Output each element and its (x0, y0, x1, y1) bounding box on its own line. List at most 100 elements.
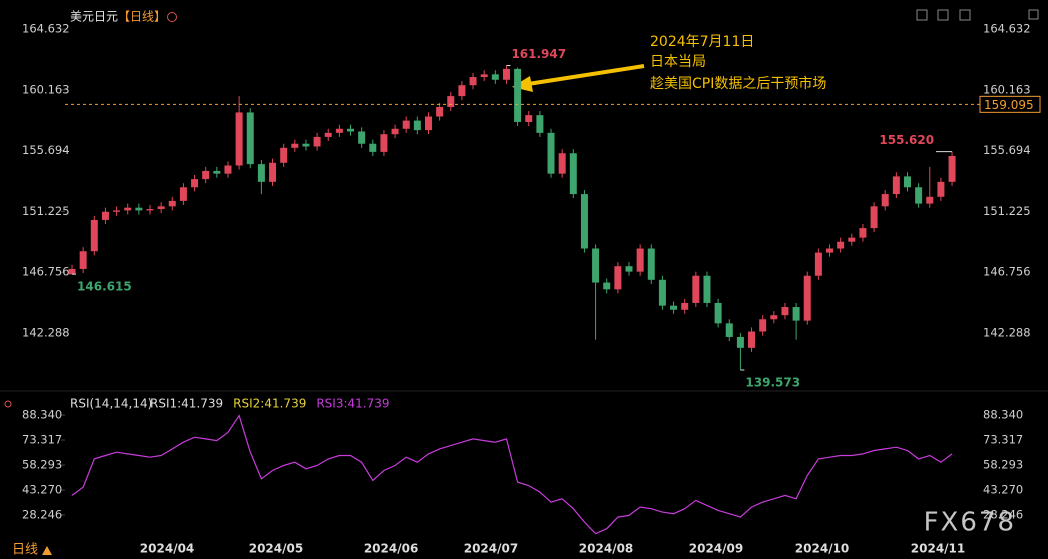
candle-body (101, 211, 109, 220)
x-tick-label: 2024/04 (140, 542, 194, 556)
candle-body (592, 248, 600, 283)
period-label[interactable]: 日线 (12, 543, 38, 558)
current-price-box (979, 95, 1041, 113)
candle-body (280, 147, 288, 163)
candle-body (736, 336, 744, 348)
candle-body (424, 116, 432, 131)
candle-body (848, 237, 856, 242)
candle-body (814, 252, 822, 276)
y-tick-label-right: 151.225 (983, 204, 1031, 218)
watermark: FX678 (924, 508, 1016, 538)
candle-body (525, 115, 533, 122)
candle-body (302, 143, 310, 147)
candle-body (892, 176, 900, 195)
y-tick-label: 164.632 (22, 21, 70, 35)
candle-body (826, 248, 834, 253)
candle-body (146, 209, 154, 211)
candle-body (948, 155, 956, 182)
candle-body (915, 187, 923, 204)
legend-entry: RSI1:41.739 (150, 397, 223, 411)
extreme-label: 139.573 (745, 375, 800, 389)
candle-body (558, 153, 566, 174)
candle-body (937, 181, 945, 197)
candle-body (347, 128, 355, 132)
annotation-line: 趁美国CPI数据之后干预市场 (650, 75, 826, 92)
candle-body (369, 143, 377, 152)
y-tick-label: 43.270 (22, 483, 62, 497)
candle-body (569, 153, 577, 195)
candle-body (436, 106, 444, 117)
candle-body (603, 282, 611, 290)
y-tick-label-right: 164.632 (983, 21, 1031, 35)
candle-body (926, 196, 934, 204)
x-tick-label: 2024/10 (795, 542, 849, 556)
rsi-title: RSI(14,14,14) (70, 397, 152, 411)
candle-body (625, 266, 633, 272)
x-tick-label: 2024/09 (689, 542, 743, 556)
y-tick-label-right: 43.270 (983, 483, 1023, 497)
candle-body (903, 176, 911, 188)
candle-body (157, 206, 165, 210)
candle-body (202, 170, 210, 180)
y-tick-label-right: 58.293 (983, 458, 1023, 472)
candle-body (759, 319, 767, 332)
candle-body (335, 128, 343, 133)
candle-body (191, 179, 199, 188)
extreme-label: 161.947 (511, 47, 566, 61)
y-tick-label-right: 73.317 (983, 433, 1023, 447)
candle-body (792, 307, 800, 321)
candle-body (469, 77, 477, 86)
rsi-icon[interactable] (4, 400, 12, 408)
candle-body (614, 266, 622, 290)
y-tick-label-right: 88.340 (983, 408, 1023, 422)
candle-body (837, 241, 845, 249)
chart-subtitle: 【日线】 (118, 10, 166, 24)
annotation-line: 2024年7月11日 (650, 34, 754, 50)
candle-body (79, 251, 87, 269)
candle-body (458, 85, 466, 97)
y-tick-label-right: 155.694 (983, 143, 1031, 157)
candle-body (179, 187, 187, 201)
period-arrow[interactable] (42, 546, 52, 555)
add-icon[interactable] (167, 12, 177, 22)
candle-body (168, 200, 176, 207)
x-tick-label: 2024/08 (579, 542, 633, 556)
candle-body (269, 162, 277, 182)
candle-body (291, 143, 299, 148)
candle-body (447, 96, 455, 107)
candle-body (502, 68, 510, 80)
candle-body (636, 248, 644, 272)
extreme-label: 155.620 (879, 133, 934, 147)
candle-body (580, 194, 588, 249)
candle-body (714, 302, 722, 324)
candle-body (647, 248, 655, 280)
legend-entry: RSI2:41.739 (233, 397, 306, 411)
x-tick-label: 2024/05 (249, 542, 303, 556)
candle-body (224, 165, 232, 174)
toolbar-icons[interactable] (916, 9, 1039, 21)
candle-body (480, 74, 488, 78)
x-tick-label: 2024/07 (464, 542, 518, 556)
y-tick-label: 88.340 (22, 408, 62, 422)
y-tick-label: 142.288 (22, 326, 70, 340)
y-tick-label: 28.246 (22, 507, 62, 521)
candle-body (859, 228, 867, 238)
candle-body (536, 115, 544, 133)
y-tick-label-right: 160.163 (983, 82, 1031, 96)
annotation: 2024年7月11日 日本当局 趁美国CPI数据之后干预市场 (512, 34, 826, 92)
candle-body (380, 134, 388, 152)
candle-body (491, 74, 499, 80)
candle-body (748, 331, 756, 348)
y-tick-label: 146.756 (22, 265, 70, 279)
annotation-line: 日本当局 (650, 54, 706, 70)
x-tick-label: 2024/11 (911, 542, 965, 556)
candle-body (135, 207, 143, 211)
current-price-label: 159.095 (984, 98, 1034, 112)
candle-body (124, 207, 132, 211)
y-tick-label: 160.163 (22, 82, 70, 96)
candle-body (658, 279, 666, 306)
candle-body (68, 268, 76, 275)
candle-body (90, 219, 98, 252)
candle-body (113, 210, 121, 212)
